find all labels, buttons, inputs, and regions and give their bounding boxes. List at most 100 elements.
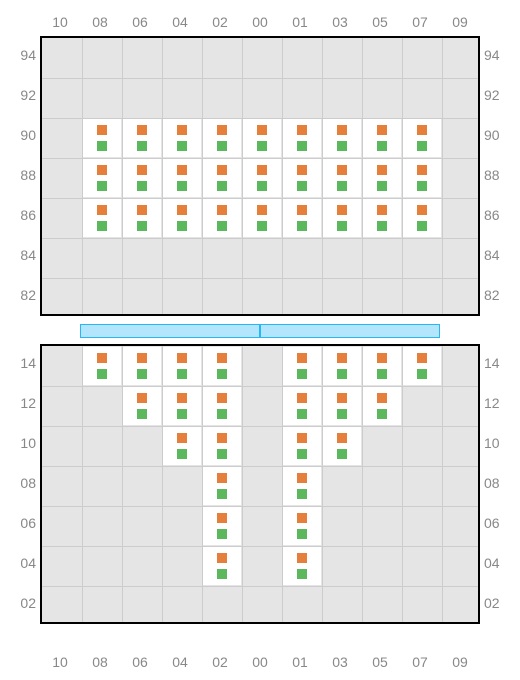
seat-marker-a xyxy=(377,165,387,175)
seat-marker-a xyxy=(297,205,307,215)
seat-cell[interactable] xyxy=(283,199,321,237)
seat-cell[interactable] xyxy=(123,119,161,157)
seat-marker-a xyxy=(137,165,147,175)
seat-cell[interactable] xyxy=(163,159,201,197)
seat-marker-b xyxy=(97,369,107,379)
seat-marker-b xyxy=(297,369,307,379)
row-label-left: 12 xyxy=(6,395,36,411)
seat-marker-b xyxy=(137,409,147,419)
seat-cell[interactable] xyxy=(163,199,201,237)
seat-cell[interactable] xyxy=(323,199,361,237)
seat-cell[interactable] xyxy=(283,467,321,505)
seat-cell[interactable] xyxy=(203,199,241,237)
seat-marker-a xyxy=(177,205,187,215)
seat-marker-a xyxy=(297,513,307,523)
seat-cell[interactable] xyxy=(363,119,401,157)
seat-marker-a xyxy=(417,165,427,175)
seat-cell[interactable] xyxy=(323,387,361,425)
seat-cell[interactable] xyxy=(323,119,361,157)
row-label-right: 82 xyxy=(484,287,514,303)
seat-cell[interactable] xyxy=(283,507,321,545)
seat-cell[interactable] xyxy=(283,427,321,465)
seat-cell[interactable] xyxy=(163,427,201,465)
seat-cell[interactable] xyxy=(363,387,401,425)
seat-marker-b xyxy=(417,141,427,151)
seat-cell[interactable] xyxy=(363,159,401,197)
section-lower xyxy=(40,344,480,624)
seat-cell[interactable] xyxy=(123,387,161,425)
seat-marker-b xyxy=(337,449,347,459)
seat-cell[interactable] xyxy=(283,547,321,585)
seat-marker-b xyxy=(337,141,347,151)
divider-left xyxy=(80,324,260,338)
seat-cell[interactable] xyxy=(323,427,361,465)
section-upper xyxy=(40,36,480,316)
seat-cell[interactable] xyxy=(283,119,321,157)
seat-marker-a xyxy=(97,353,107,363)
row-label-left: 92 xyxy=(6,87,36,103)
col-label-bottom: 04 xyxy=(160,654,200,670)
row-label-right: 10 xyxy=(484,435,514,451)
seat-marker-b xyxy=(137,221,147,231)
seat-marker-b xyxy=(217,369,227,379)
seat-marker-a xyxy=(377,353,387,363)
seat-cell[interactable] xyxy=(163,347,201,385)
seat-cell[interactable] xyxy=(283,387,321,425)
seat-marker-b xyxy=(97,141,107,151)
seat-cell[interactable] xyxy=(123,347,161,385)
seat-marker-a xyxy=(297,165,307,175)
seat-cell[interactable] xyxy=(203,387,241,425)
seat-marker-b xyxy=(257,221,267,231)
seat-cell[interactable] xyxy=(203,119,241,157)
seat-cell[interactable] xyxy=(203,467,241,505)
seat-cell[interactable] xyxy=(283,347,321,385)
seat-cell[interactable] xyxy=(203,159,241,197)
col-label-top: 06 xyxy=(120,14,160,30)
seat-marker-b xyxy=(377,221,387,231)
seat-cell[interactable] xyxy=(363,347,401,385)
seat-cell[interactable] xyxy=(403,347,441,385)
col-label-bottom: 01 xyxy=(280,654,320,670)
col-label-bottom: 09 xyxy=(440,654,480,670)
seat-marker-b xyxy=(297,569,307,579)
seat-cell[interactable] xyxy=(403,159,441,197)
gridline-v xyxy=(402,346,403,622)
row-label-right: 02 xyxy=(484,595,514,611)
row-label-left: 10 xyxy=(6,435,36,451)
seat-cell[interactable] xyxy=(123,199,161,237)
seat-marker-b xyxy=(177,409,187,419)
seat-cell[interactable] xyxy=(243,119,281,157)
seat-cell[interactable] xyxy=(203,507,241,545)
seat-cell[interactable] xyxy=(403,119,441,157)
seat-cell[interactable] xyxy=(203,427,241,465)
seat-cell[interactable] xyxy=(83,119,121,157)
seat-marker-a xyxy=(177,165,187,175)
seat-cell[interactable] xyxy=(163,119,201,157)
seat-cell[interactable] xyxy=(83,199,121,237)
seat-marker-b xyxy=(297,489,307,499)
seat-cell[interactable] xyxy=(323,347,361,385)
seat-cell[interactable] xyxy=(243,159,281,197)
seat-marker-b xyxy=(417,181,427,191)
row-label-left: 82 xyxy=(6,287,36,303)
row-label-right: 94 xyxy=(484,47,514,63)
row-label-right: 04 xyxy=(484,555,514,571)
row-label-left: 02 xyxy=(6,595,36,611)
seat-marker-b xyxy=(297,141,307,151)
seat-cell[interactable] xyxy=(203,347,241,385)
seat-cell[interactable] xyxy=(363,199,401,237)
seat-cell[interactable] xyxy=(163,387,201,425)
seat-cell[interactable] xyxy=(83,347,121,385)
seat-cell[interactable] xyxy=(323,159,361,197)
seat-marker-a xyxy=(177,125,187,135)
col-label-bottom: 03 xyxy=(320,654,360,670)
seat-cell[interactable] xyxy=(243,199,281,237)
seat-cell[interactable] xyxy=(203,547,241,585)
row-label-left: 84 xyxy=(6,247,36,263)
row-label-left: 08 xyxy=(6,475,36,491)
seat-cell[interactable] xyxy=(83,159,121,197)
seat-cell[interactable] xyxy=(283,159,321,197)
seat-cell[interactable] xyxy=(123,159,161,197)
gridline-v xyxy=(82,346,83,622)
seat-cell[interactable] xyxy=(403,199,441,237)
